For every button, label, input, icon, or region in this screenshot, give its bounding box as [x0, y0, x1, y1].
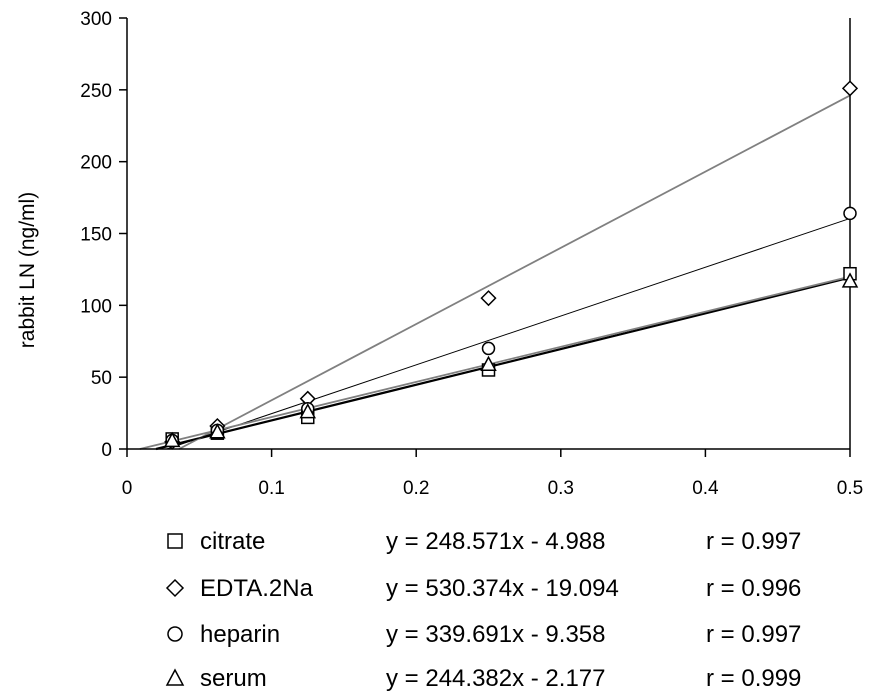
legend-marker-citrate: [167, 533, 183, 549]
data-point-serum: [841, 272, 859, 288]
legend-equation: y = 530.374x - 19.094: [386, 575, 619, 602]
fit-line-serum: [139, 275, 851, 450]
legend-item-heparin: heparin y = 339.691x - 9.358 r = 0.997: [167, 621, 801, 648]
x-tick-label: 0.2: [403, 478, 429, 499]
legend-r-value: r = 0.999: [706, 665, 801, 692]
y-tick-label: 300: [80, 9, 112, 30]
y-tick-label: 200: [80, 153, 112, 174]
fit-line-citrate: [155, 276, 851, 451]
data-point-heparin: [481, 341, 496, 356]
legend: citrate y = 248.571x - 4.988 r = 0.997 EDTA…: [165, 528, 801, 692]
y-tick-label: 250: [80, 81, 112, 102]
tick-labels: 0 50 100 150 200 250 300 0 0.1 0.2 0.3 0.4 0.5: [80, 9, 863, 499]
legend-item-serum: serum y = 244.382x - 2.177 r = 0.999: [165, 665, 801, 692]
markers: [163, 80, 859, 450]
legend-equation: y = 248.571x - 4.988: [386, 528, 606, 555]
legend-item-edta-2na: EDTA.2Na y = 530.374x - 19.094 r = 0.996: [165, 575, 801, 602]
legend-label: serum: [200, 665, 267, 692]
y-tick-label: 100: [80, 296, 112, 317]
x-tick-label: 0.3: [548, 478, 574, 499]
legend-equation: y = 339.691x - 9.358: [386, 621, 606, 648]
legend-marker-heparin: [167, 626, 183, 642]
x-tick-label: 0.1: [258, 478, 284, 499]
x-tick-label: 0.4: [692, 478, 719, 499]
legend-r-value: r = 0.997: [706, 621, 801, 648]
legend-label: citrate: [200, 528, 265, 555]
y-axis-title: rabbit LN (ng/ml): [16, 192, 39, 348]
data-point-heparin: [843, 206, 857, 221]
legend-r-value: r = 0.996: [706, 575, 801, 602]
fit-line-edta-2na: [178, 94, 851, 450]
fit-lines: [139, 94, 851, 451]
data-point-serum: [480, 355, 497, 371]
legend-r-value: r = 0.997: [706, 528, 801, 555]
data-point-edta-2na: [841, 80, 859, 97]
axes: [119, 17, 851, 457]
data-point-serum: [163, 431, 181, 448]
legend-marker-serum: [165, 668, 185, 686]
y-tick-label: 50: [91, 368, 112, 389]
fit-line-heparin: [166, 217, 851, 450]
legend-item-citrate: citrate y = 248.571x - 4.988 r = 0.997: [167, 528, 801, 555]
y-tick-label: 150: [80, 225, 112, 246]
data-point-serum: [209, 423, 226, 439]
x-tick-label: 0.5: [837, 478, 863, 499]
legend-label: heparin: [200, 621, 280, 648]
y-tick-label: 0: [101, 440, 112, 461]
data-point-serum: [299, 403, 317, 419]
x-tick-label: 0: [122, 478, 133, 499]
legend-label: EDTA.2Na: [200, 575, 314, 602]
data-point-edta-2na: [480, 290, 497, 307]
legend-marker-edta-2na: [165, 578, 185, 598]
legend-equation: y = 244.382x - 2.177: [386, 665, 606, 692]
